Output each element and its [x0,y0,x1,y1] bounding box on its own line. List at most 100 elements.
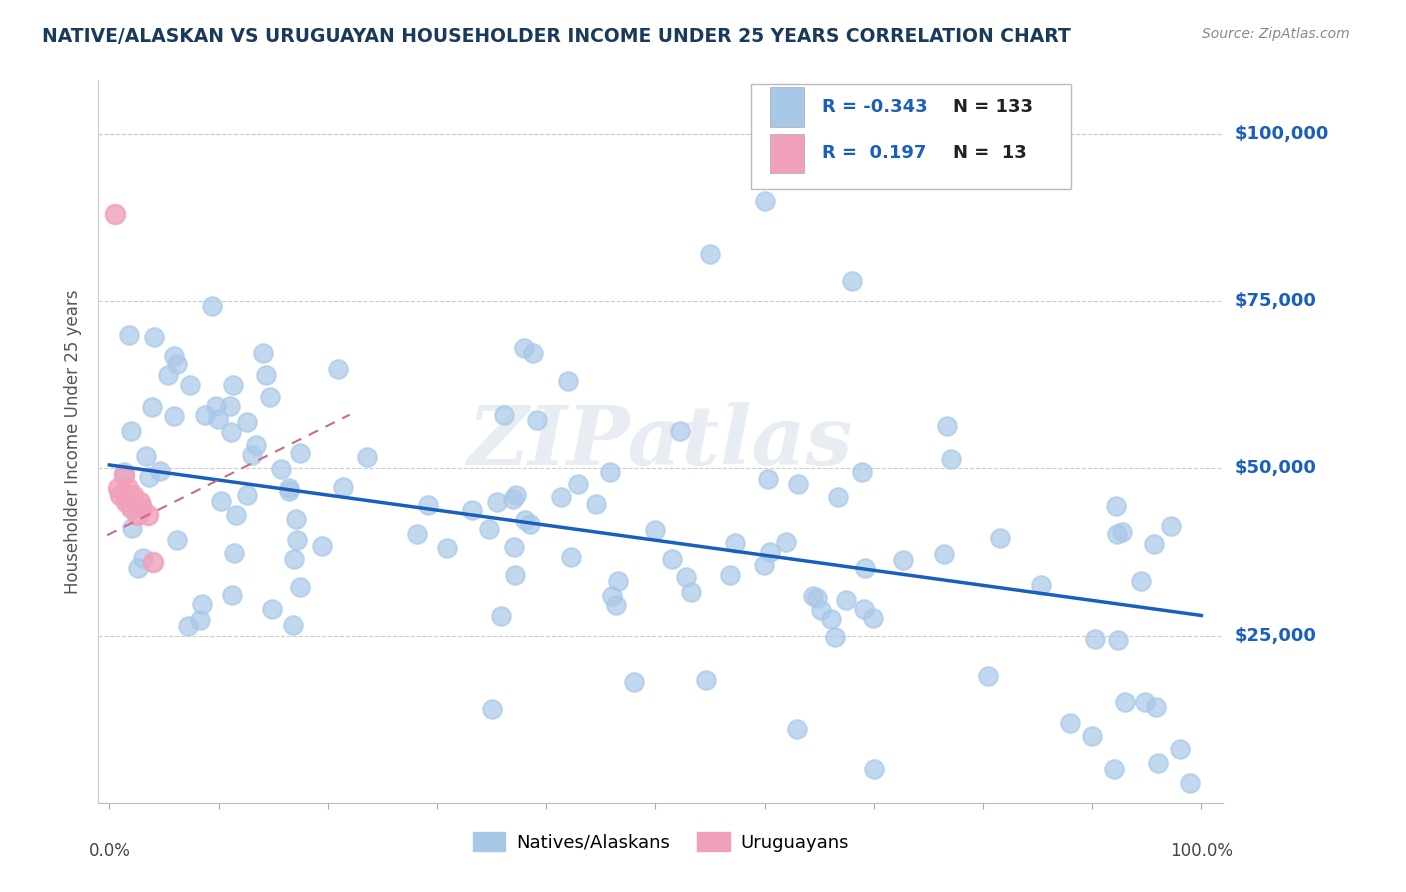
Point [221,425,243,440]
Point [406,527,429,541]
Point [240,448,263,462]
Point [163,349,186,363]
Point [824,630,846,644]
Point [166,533,188,548]
Point [436,541,458,555]
Point [599,465,621,479]
Point [132,550,155,565]
Point [112,465,135,479]
Point [166,357,188,371]
Point [252,346,274,360]
FancyBboxPatch shape [751,84,1071,189]
Point [976,669,998,683]
Point [787,477,810,491]
Point [513,341,536,355]
Point [695,673,717,688]
FancyBboxPatch shape [770,134,804,173]
Point [1102,762,1125,776]
Point [1168,742,1191,756]
Point [607,574,630,589]
Point [526,413,548,427]
Point [254,368,277,382]
Point [806,591,828,605]
Point [190,613,212,627]
Point [107,482,129,496]
Point [283,552,305,566]
Point [820,612,842,626]
Point [600,589,623,603]
Point [204,399,226,413]
Text: 0.0%: 0.0% [89,842,131,860]
Point [661,552,683,566]
Point [110,488,132,502]
Point [810,603,832,617]
Y-axis label: Householder Income Under 25 years: Householder Income Under 25 years [65,289,83,594]
Point [120,424,142,438]
Point [461,503,484,517]
Point [724,536,747,550]
Point [201,299,224,313]
Legend: Natives/Alaskans, Uruguayans: Natives/Alaskans, Uruguayans [465,825,856,859]
Point [862,762,884,776]
Point [644,523,666,537]
Point [221,588,243,602]
Point [1180,776,1202,790]
Text: $50,000: $50,000 [1234,459,1316,477]
Point [104,207,127,221]
Point [699,247,721,261]
Point [121,521,143,535]
Point [135,450,157,464]
Point [236,487,259,501]
Text: N = 133: N = 133 [953,97,1033,116]
Point [835,593,858,607]
Point [893,553,915,567]
Point [939,452,962,467]
Point [225,508,247,523]
Point [117,482,139,496]
Point [502,541,524,555]
Point [675,569,697,583]
Text: ZIPatlas: ZIPatlas [468,401,853,482]
Point [1135,695,1157,709]
Point [207,411,229,425]
Text: R =  0.197: R = 0.197 [821,145,927,162]
Point [935,418,957,433]
Point [136,508,159,523]
Point [290,446,312,460]
Point [1059,715,1081,730]
Point [754,558,776,572]
Point [326,362,349,376]
Point [141,400,163,414]
Point [486,494,509,508]
Point [585,497,607,511]
Text: NATIVE/ALASKAN VS URUGUAYAN HOUSEHOLDER INCOME UNDER 25 YEARS CORRELATION CHART: NATIVE/ALASKAN VS URUGUAYAN HOUSEHOLDER … [42,27,1071,45]
Point [567,476,589,491]
Point [262,602,284,616]
Point [988,531,1011,545]
Point [278,481,301,495]
Point [1107,527,1129,541]
Point [718,568,741,582]
Point [118,328,141,343]
Point [478,522,501,536]
Point [270,462,292,476]
Point [285,533,308,547]
Point [754,194,776,208]
FancyBboxPatch shape [770,87,804,127]
Point [827,490,849,504]
Point [932,548,955,562]
Point [550,490,572,504]
Point [1146,756,1168,770]
Point [505,488,527,502]
Text: $25,000: $25,000 [1234,626,1316,645]
Point [209,493,232,508]
Point [143,329,166,343]
Point [222,546,245,560]
Point [332,480,354,494]
Text: $100,000: $100,000 [1234,125,1329,143]
Point [1144,700,1167,714]
Point [236,416,259,430]
Point [112,467,135,482]
Point [623,675,645,690]
Point [191,597,214,611]
